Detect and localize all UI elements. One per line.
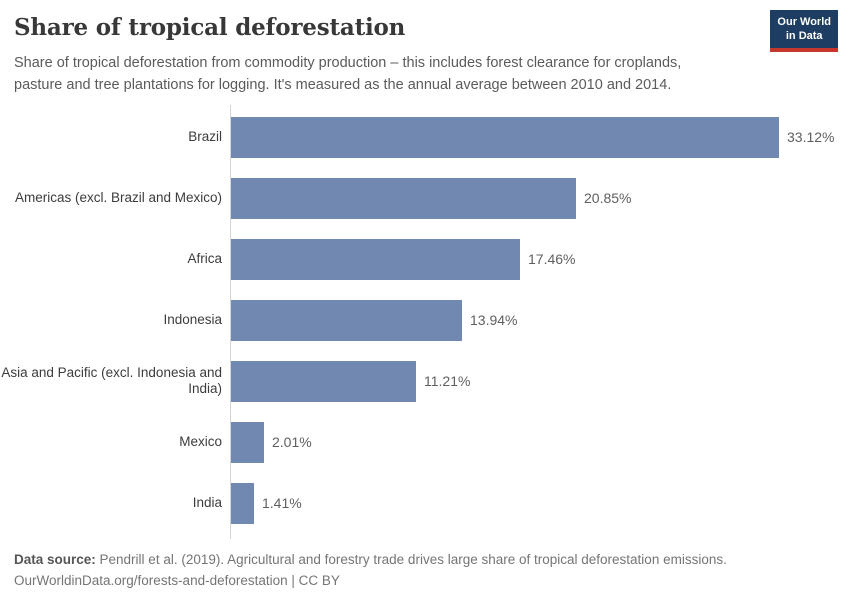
value-label: 20.85% [584, 190, 632, 206]
value-label: 11.21% [424, 373, 471, 389]
bar-row: Brazil 33.12% [0, 107, 850, 168]
bar[interactable] [231, 299, 462, 341]
bar-track: 1.41% [230, 482, 850, 524]
bar-row: Asia and Pacific (excl. Indonesia and In… [0, 351, 850, 412]
bar-track: 17.46% [230, 238, 850, 280]
category-label: Mexico [179, 434, 222, 450]
category-label: Africa [187, 251, 222, 267]
value-label: 33.12% [787, 129, 835, 145]
attribution-line[interactable]: OurWorldinData.org/forests-and-deforesta… [14, 573, 340, 589]
bar[interactable] [231, 238, 520, 280]
bar[interactable] [231, 177, 576, 219]
bar[interactable] [231, 116, 779, 158]
bar-track: 2.01% [230, 421, 850, 463]
value-label: 2.01% [272, 434, 312, 450]
bar-row: Africa 17.46% [0, 229, 850, 290]
bar-row: India 1.41% [0, 473, 850, 534]
chart-header: Our World in Data Share of tropical defo… [0, 0, 850, 97]
chart-subtitle: Share of tropical deforestation from com… [14, 55, 682, 93]
logo-line-2: in Data [785, 29, 823, 42]
bar-chart: Brazil 33.12% Americas (excl. Brazil and M… [0, 104, 850, 539]
category-label: India [192, 495, 222, 511]
data-source-text: Pendrill et al. (2019). Agricultural and… [95, 551, 727, 567]
logo-line-1: Our World [777, 16, 831, 28]
value-label: 1.41% [262, 495, 302, 511]
category-label: Brazil [188, 129, 222, 145]
chart-footer: Data source: Pendrill et al. (2019). Agr… [0, 539, 850, 593]
category-label: Americas (excl. Brazil and Mexico) [14, 190, 222, 206]
data-source-label: Data source: [14, 551, 96, 567]
bar-row: Americas (excl. Brazil and Mexico) 20.85% [0, 168, 850, 229]
bar[interactable] [231, 360, 416, 402]
bar-track: 20.85% [230, 177, 850, 219]
bar-track: 33.12% [230, 116, 850, 158]
category-label: Asia and Pacific (excl. Indonesia and In… [1, 365, 222, 396]
bar[interactable] [231, 421, 264, 463]
category-label: Indonesia [163, 312, 222, 328]
bar-row: Indonesia 13.94% [0, 290, 850, 351]
value-label: 13.94% [470, 312, 518, 328]
bar-track: 13.94% [230, 299, 850, 341]
bar[interactable] [231, 482, 254, 524]
bar-row: Mexico 2.01% [0, 412, 850, 473]
value-label: 17.46% [528, 251, 576, 267]
bar-rows: Brazil 33.12% Americas (excl. Brazil and M… [0, 107, 850, 534]
bar-track: 11.21% [230, 360, 850, 402]
data-source-line: Data source: Pendrill et al. (2019). Agr… [14, 549, 836, 571]
chart-title: Share of tropical deforestation [14, 14, 406, 41]
our-world-in-data-logo[interactable]: Our World in Data [770, 10, 838, 52]
y-axis-line [230, 104, 231, 539]
